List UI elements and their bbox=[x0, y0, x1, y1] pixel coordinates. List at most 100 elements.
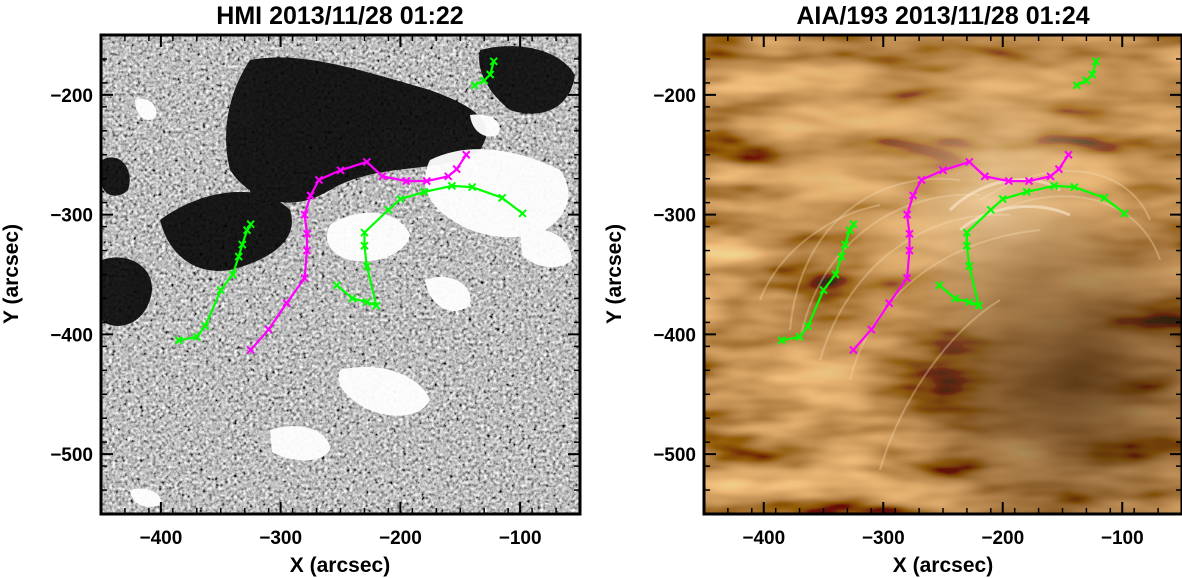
aia-series-point-marker bbox=[938, 166, 948, 175]
hmi-series-point-marker bbox=[396, 194, 405, 204]
hmi-series-point-marker bbox=[246, 219, 255, 229]
hmi-series-point-marker bbox=[348, 294, 357, 303]
hmi-series-point-marker bbox=[238, 240, 247, 249]
hmi-y-tick-label: −200 bbox=[50, 86, 93, 107]
aia-x-tick-label: −200 bbox=[981, 528, 1024, 549]
aia-series-point-marker bbox=[1024, 176, 1034, 186]
aia-title: AIA/193 2013/11/28 01:24 bbox=[796, 2, 1089, 30]
hmi-y-tick-label: −400 bbox=[50, 325, 93, 346]
hmi-y-tick-label: −500 bbox=[50, 445, 93, 466]
aia-series-point-marker bbox=[950, 294, 960, 303]
hmi-series-point-marker bbox=[302, 246, 312, 255]
hmi-series-point-marker bbox=[360, 241, 369, 250]
hmi-series-point-marker bbox=[470, 81, 479, 90]
hmi-series-point-marker bbox=[362, 297, 372, 307]
aia-series-point-marker bbox=[1091, 57, 1101, 66]
hmi-series-point-marker bbox=[378, 172, 387, 181]
hmi-series-point-marker bbox=[420, 187, 429, 197]
aia-series-point-marker bbox=[902, 210, 912, 219]
aia-panel: AIA/193 2013/11/28 01:24 −4 bbox=[603, 2, 1182, 577]
aia-y-axis-label: Y (arcsec) bbox=[603, 224, 626, 324]
aia-series-point-marker bbox=[1004, 176, 1013, 186]
hmi-y-tick-label: −300 bbox=[50, 206, 93, 227]
aia-series-point-marker bbox=[962, 241, 972, 250]
hmi-series-point-marker bbox=[372, 301, 381, 310]
aia-series-point-marker bbox=[962, 228, 972, 237]
aia-series-point-marker bbox=[965, 297, 974, 307]
hmi-series-point-marker bbox=[468, 182, 477, 192]
aia-series-point-marker bbox=[885, 299, 894, 308]
aia-series-point-marker bbox=[1046, 172, 1055, 181]
hmi-series-point-marker bbox=[444, 172, 453, 181]
aia-series-point-marker bbox=[831, 270, 840, 279]
hmi-x-tick-label: −100 bbox=[499, 528, 542, 549]
hmi-series-point-marker bbox=[447, 181, 457, 191]
hmi-series-point-marker bbox=[462, 150, 471, 159]
aia-series-point-marker bbox=[905, 229, 914, 238]
aia-y-tick-label: −300 bbox=[653, 206, 696, 227]
hmi-series-point-marker bbox=[518, 209, 527, 218]
hmi-series-point-marker bbox=[384, 205, 393, 215]
aia-series-point-marker bbox=[986, 205, 996, 215]
hmi-x-tick-label: −300 bbox=[259, 528, 302, 549]
aia-y-tick-label: −500 bbox=[653, 445, 696, 466]
aia-series-point-marker bbox=[1120, 209, 1129, 218]
aia-series-point-marker bbox=[935, 281, 944, 290]
hmi-series-point-marker bbox=[314, 175, 324, 185]
aia-series-point-marker bbox=[840, 240, 850, 249]
aia-series-point-marker bbox=[845, 225, 854, 235]
hmi-series-point-marker bbox=[200, 321, 210, 331]
aia-series-point-marker bbox=[908, 191, 918, 200]
aia-series-point-marker bbox=[1070, 182, 1079, 192]
hmi-ticks: −400 −300 −200 −100 −200 −300 −400 −500 bbox=[50, 35, 580, 549]
aia-series-point-marker bbox=[1072, 81, 1082, 90]
hmi-series-point-marker bbox=[332, 281, 342, 290]
aia-y-tick-label: −400 bbox=[653, 325, 696, 346]
hmi-series-point-marker bbox=[362, 261, 372, 271]
hmi-image bbox=[101, 35, 580, 514]
hmi-series-point-marker bbox=[216, 285, 225, 295]
hmi-series-point-marker bbox=[302, 229, 312, 238]
aia-y-tick-label: −200 bbox=[653, 86, 696, 107]
hmi-series-point-marker bbox=[300, 210, 309, 219]
aia-image bbox=[704, 35, 1182, 514]
hmi-series-point-marker bbox=[422, 176, 431, 186]
hmi-series-point-marker bbox=[192, 332, 202, 341]
aia-x-tick-label: −100 bbox=[1101, 528, 1144, 549]
hmi-series-point-marker bbox=[362, 157, 372, 167]
hmi-series-point-marker bbox=[282, 299, 291, 308]
aia-series-point-marker bbox=[837, 252, 846, 261]
aia-series-point-marker bbox=[1100, 193, 1109, 203]
aia-series-point-marker bbox=[974, 301, 984, 310]
aia-series-point-marker bbox=[777, 336, 786, 345]
hmi-series-point-marker bbox=[402, 176, 411, 186]
hmi-traced-lines bbox=[174, 57, 527, 355]
hmi-series-point-marker bbox=[360, 228, 369, 237]
aia-series-point-marker bbox=[867, 325, 876, 334]
aia-series-point-marker bbox=[998, 194, 1007, 204]
hmi-x-tick-label: −400 bbox=[139, 528, 182, 549]
hmi-series-point-marker bbox=[242, 225, 252, 235]
hmi-y-axis-label: Y (arcsec) bbox=[0, 224, 23, 324]
hmi-series-point-marker bbox=[336, 166, 345, 175]
aia-series-point-marker bbox=[1022, 187, 1031, 197]
aia-series-point-marker bbox=[1088, 70, 1097, 79]
aia-traced-lines bbox=[777, 57, 1129, 355]
hmi-title: HMI 2013/11/28 01:22 bbox=[216, 2, 463, 30]
aia-series-point-marker bbox=[965, 157, 974, 167]
aia-series-point-marker bbox=[1054, 164, 1064, 174]
hmi-series-point-marker bbox=[228, 270, 237, 279]
hmi-series-point-marker bbox=[479, 76, 489, 85]
hmi-series-point-marker bbox=[246, 345, 255, 355]
hmi-x-axis-label: X (arcsec) bbox=[290, 554, 390, 577]
aia-series-point-marker bbox=[905, 246, 914, 255]
hmi-series-point-marker bbox=[174, 336, 184, 345]
aia-series-point-marker bbox=[1049, 181, 1059, 191]
aia-series-point-marker bbox=[917, 175, 926, 185]
hmi-series-point-marker bbox=[234, 252, 243, 261]
aia-series-point-marker bbox=[795, 332, 804, 341]
hmi-series-point-marker bbox=[489, 57, 498, 66]
aia-series-point-marker bbox=[1064, 150, 1073, 159]
aia-series-point-marker bbox=[849, 219, 858, 229]
